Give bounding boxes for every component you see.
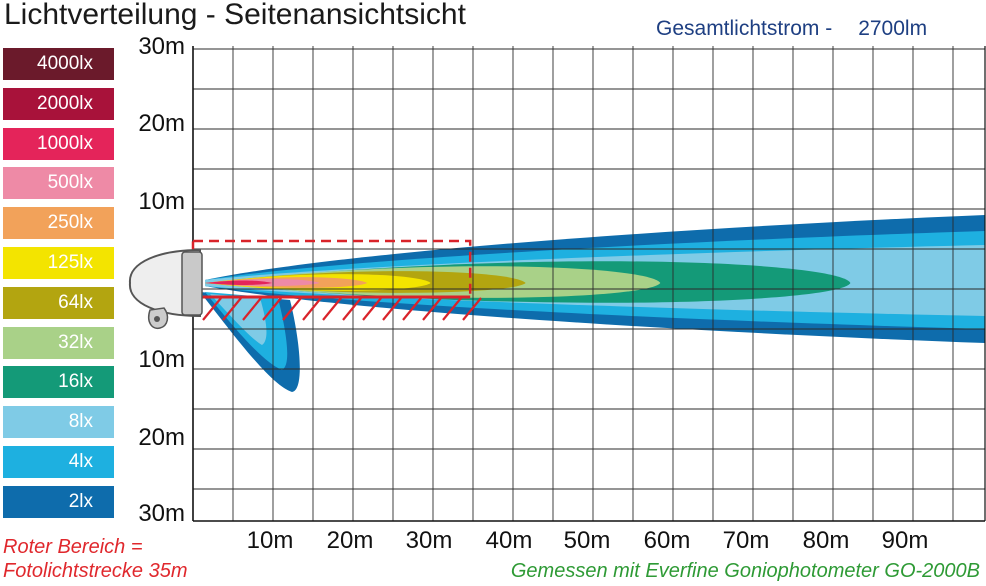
red-zone-hatch — [202, 297, 222, 321]
lamp-bezel-icon — [181, 251, 203, 316]
x-tick-label: 60m — [643, 527, 691, 554]
red-zone-hatch — [302, 297, 322, 321]
beam-1000lx — [205, 280, 273, 285]
red-zone-hatch — [362, 297, 382, 321]
red-area-note-line2: Fotolichtstrecke 35m — [3, 560, 188, 582]
red-area-note: Roter Bereich = Fotolichtstrecke 35m — [3, 535, 188, 583]
red-zone-hatch — [242, 297, 262, 321]
x-tick-label: 80m — [802, 527, 850, 554]
red-zone-hatch — [282, 297, 302, 321]
red-zone-hatch — [262, 297, 282, 321]
chart-title: Lichtverteilung - Seitenansichtsicht — [4, 0, 466, 31]
y-tick-label: 20m — [138, 110, 185, 137]
red-zone-hatch — [402, 297, 422, 321]
measurement-note: Gemessen mit Everfine Goniophotometer GO… — [510, 560, 980, 582]
red-zone-hatch — [322, 297, 342, 321]
y-tick-label: 20m — [138, 424, 185, 451]
red-zone-hatch — [422, 297, 442, 321]
legend-item-32lx: 32lx — [3, 326, 114, 359]
legend-item-500lx: 500lx — [3, 167, 114, 200]
red-zone-hatch — [222, 297, 242, 321]
legend-item-16lx: 16lx — [3, 366, 114, 399]
legend-item-4000lx: 4000lx — [3, 48, 114, 80]
flux-value: 2700lm — [858, 17, 928, 40]
y-tick-label: 10m — [138, 346, 185, 373]
x-tick-label: 50m — [563, 527, 611, 554]
legend-item-2000lx: 2000lx — [3, 87, 114, 120]
y-tick-label: 10m — [138, 188, 185, 215]
legend-item-64lx: 64lx — [3, 286, 114, 319]
red-area-note-line1: Roter Bereich = — [3, 536, 143, 558]
x-tick-label: 20m — [326, 527, 374, 554]
legend-item-8lx: 8lx — [3, 406, 114, 439]
x-tick-label: 40m — [485, 527, 533, 554]
x-tick-label: 10m — [246, 527, 294, 554]
x-tick-label: 70m — [722, 527, 770, 554]
x-tick-label: 30m — [405, 527, 453, 554]
red-zone-hatch — [382, 297, 402, 321]
lamp-mount-hole-icon — [154, 316, 160, 322]
total-luminous-flux: Gesamtlichtstrom - 2700lm — [656, 17, 927, 41]
y-tick-label: 30m — [138, 33, 185, 60]
red-zone-hatch — [442, 297, 462, 321]
red-zone-hatch — [342, 297, 362, 321]
legend-item-250lx: 250lx — [3, 207, 114, 240]
y-tick-label: 30m — [138, 500, 185, 527]
legend-item-2lx: 2lx — [3, 485, 114, 518]
spill-8lx — [210, 294, 267, 345]
red-zone-hatch — [462, 297, 482, 321]
flux-label: Gesamtlichtstrom - — [656, 17, 833, 40]
legend-item-125lx: 125lx — [3, 247, 114, 279]
legend-item-4lx: 4lx — [3, 446, 114, 478]
x-tick-label: 90m — [881, 527, 929, 554]
legend-item-1000lx: 1000lx — [3, 127, 114, 160]
